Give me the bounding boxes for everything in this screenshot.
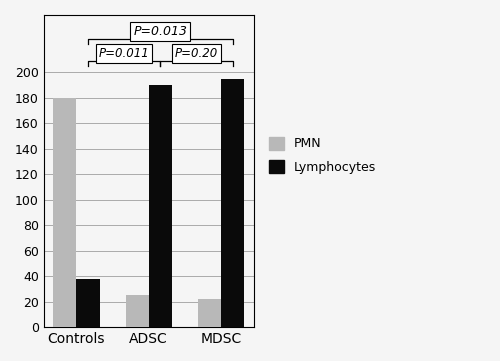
- Text: P=0.013: P=0.013: [134, 25, 188, 38]
- Bar: [54, 98, 76, 327]
- Bar: [198, 299, 221, 327]
- Legend: PMN, Lymphocytes: PMN, Lymphocytes: [264, 132, 382, 179]
- Text: P=0.20: P=0.20: [175, 47, 218, 60]
- Bar: [221, 79, 244, 327]
- Bar: [76, 279, 100, 327]
- Text: P=0.011: P=0.011: [99, 47, 150, 60]
- Bar: [148, 85, 172, 327]
- Bar: [126, 295, 148, 327]
